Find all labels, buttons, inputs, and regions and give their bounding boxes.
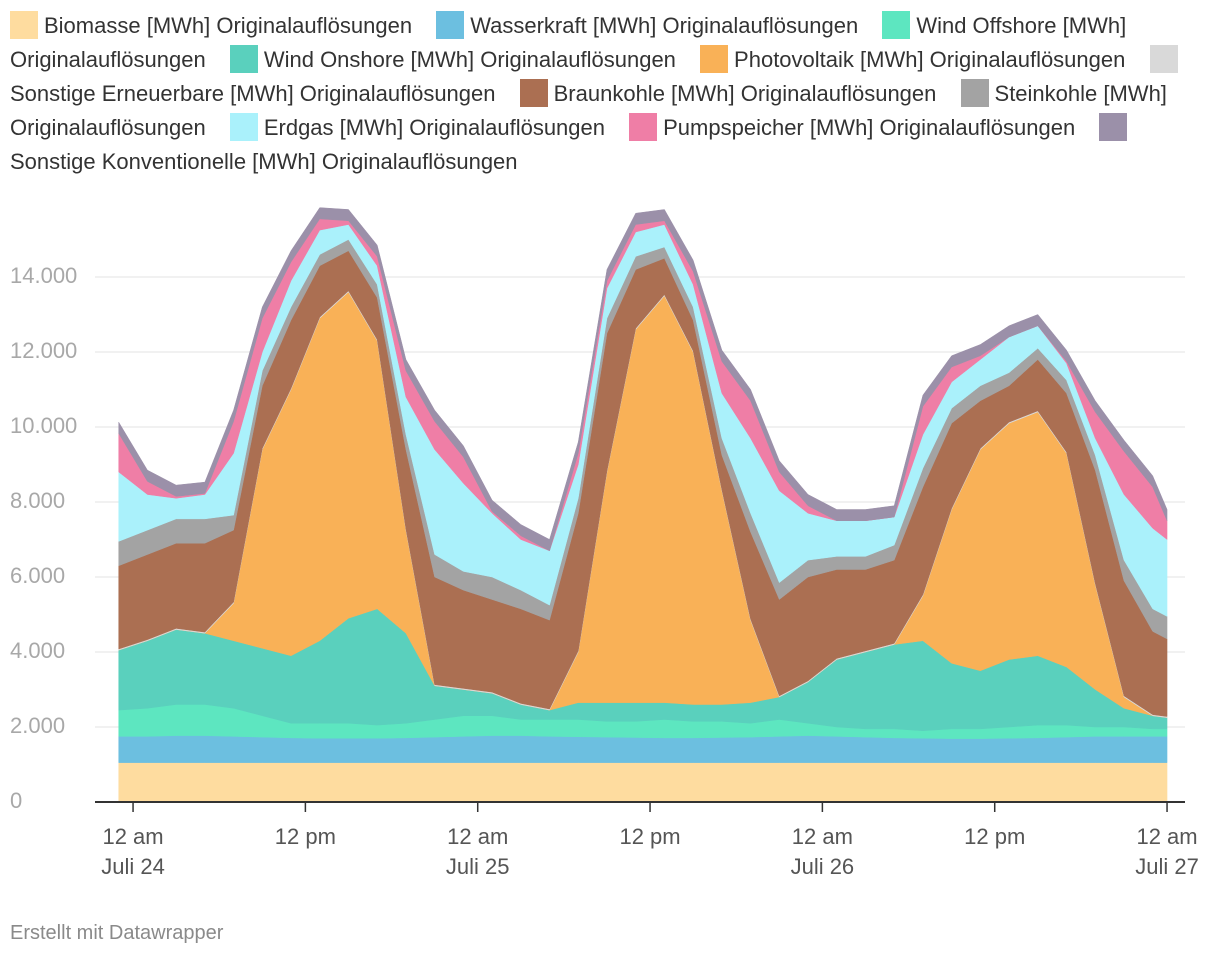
x-tick-date: Juli 24 bbox=[101, 854, 165, 879]
legend-label: Sonstige Konventionelle [MWh] Originalau… bbox=[10, 149, 518, 174]
legend-entry: Wasserkraft [MWh] Originalauflösungen bbox=[436, 11, 859, 39]
legend-entry: Steinkohle [MWh] Originalauflösungen bbox=[10, 79, 1167, 140]
legend-swatch bbox=[519, 79, 548, 107]
area bbox=[118, 735, 1168, 763]
legend-label: Wind Offshore [MWh] Originalauflösungen bbox=[10, 13, 1127, 72]
legend-entry: Wind Onshore [MWh] Originalauflösungen bbox=[229, 45, 676, 73]
x-tick-label: 12 am bbox=[447, 824, 508, 849]
x-tick-date: Juli 26 bbox=[791, 854, 855, 879]
legend-entry: Sonstige Erneuerbare [MWh] Originalauflö… bbox=[10, 45, 1184, 106]
x-tick-label: 12 pm bbox=[619, 824, 680, 849]
legend-label: Steinkohle [MWh] Originalauflösungen bbox=[10, 81, 1167, 140]
legend-label: Erdgas [MWh] Originalauflösungen bbox=[263, 115, 605, 140]
y-tick-label: 10.000 bbox=[10, 413, 77, 438]
legend-label: Wasserkraft [MWh] Originalauflösungen bbox=[470, 13, 859, 38]
x-tick-date: Juli 27 bbox=[1135, 854, 1199, 879]
legend-entry: Biomasse [MWh] Originalauflösungen bbox=[10, 11, 413, 39]
legend-label: Sonstige Erneuerbare [MWh] Originalauflö… bbox=[10, 81, 496, 106]
x-tick-label: 12 pm bbox=[275, 824, 336, 849]
area bbox=[118, 762, 1168, 803]
legend-entry: Wind Offshore [MWh] Originalauflösungen bbox=[10, 11, 1127, 72]
legend-swatch bbox=[1149, 45, 1178, 73]
legend-swatch bbox=[436, 11, 465, 39]
legend-entry: Photovoltaik [MWh] Originalauflösungen bbox=[700, 45, 1126, 73]
x-tick-label: 12 pm bbox=[964, 824, 1025, 849]
legend-label: Biomasse [MWh] Originalauflösungen bbox=[44, 13, 413, 38]
legend-swatch bbox=[229, 45, 258, 73]
areas bbox=[118, 207, 1168, 803]
y-tick-label: 12.000 bbox=[10, 338, 77, 363]
y-tick-label: 6.000 bbox=[10, 563, 65, 588]
legend-entry: Pumpspeicher [MWh] Originalauflösungen bbox=[629, 113, 1076, 141]
legend-label: Pumpspeicher [MWh] Originalauflösungen bbox=[663, 115, 1076, 140]
area bbox=[118, 207, 1168, 552]
footer: Erstellt mit Datawrapper bbox=[10, 922, 224, 944]
x-tick-label: 12 am bbox=[1136, 824, 1197, 849]
legend-swatch bbox=[960, 79, 989, 107]
legend-entry: Erdgas [MWh] Originalauflösungen bbox=[229, 113, 605, 141]
x-tick-label: 12 am bbox=[792, 824, 853, 849]
x-tick-date: Juli 25 bbox=[446, 854, 510, 879]
legend-swatch bbox=[700, 45, 729, 73]
legend-swatch bbox=[882, 11, 911, 39]
y-tick-label: 14.000 bbox=[10, 263, 77, 288]
legend-swatch bbox=[229, 113, 258, 141]
legend-swatch bbox=[10, 11, 38, 39]
legend: Biomasse [MWh] Originalauflösungen Wasse… bbox=[10, 9, 1210, 179]
y-tick-label: 0 bbox=[10, 788, 22, 813]
legend-swatch bbox=[1099, 113, 1128, 141]
y-tick-label: 8.000 bbox=[10, 488, 65, 513]
y-tick-label: 2.000 bbox=[10, 713, 65, 738]
legend-entry: Braunkohle [MWh] Originalauflösungen bbox=[519, 79, 937, 107]
legend-label: Photovoltaik [MWh] Originalauflösungen bbox=[734, 47, 1126, 72]
legend-label: Braunkohle [MWh] Originalauflösungen bbox=[553, 81, 937, 106]
legend-swatch bbox=[629, 113, 658, 141]
legend-label: Wind Onshore [MWh] Originalauflösungen bbox=[263, 47, 676, 72]
y-tick-label: 4.000 bbox=[10, 638, 65, 663]
x-tick-label: 12 am bbox=[102, 824, 163, 849]
legend-entry: Sonstige Konventionelle [MWh] Originalau… bbox=[10, 113, 1133, 174]
